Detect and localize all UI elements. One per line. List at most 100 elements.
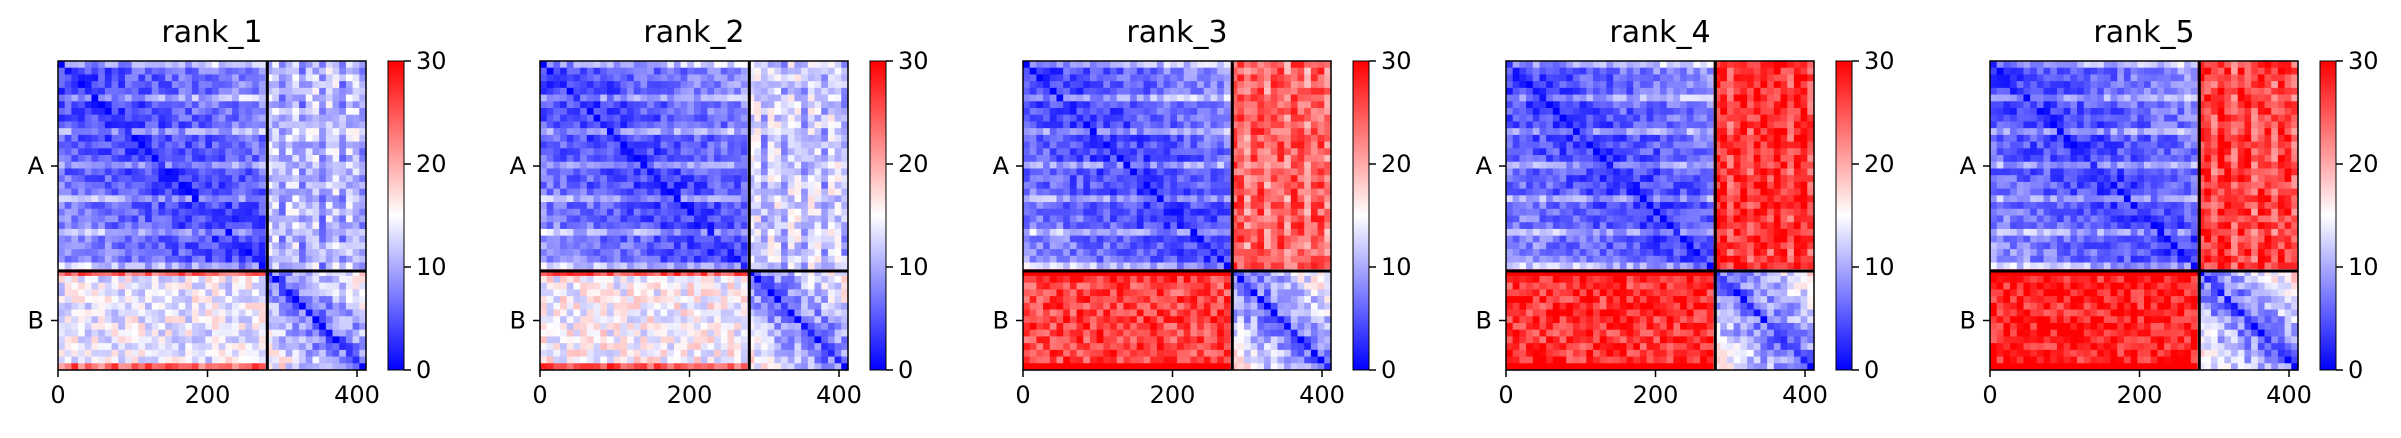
heatmap-cell xyxy=(1290,114,1299,123)
heatmap-cell xyxy=(747,316,755,324)
heatmap-cell xyxy=(586,87,595,96)
heatmap-cell xyxy=(265,94,273,102)
heatmap-cell xyxy=(714,262,722,270)
heatmap-cell xyxy=(64,108,72,116)
heatmap-cell xyxy=(834,269,842,277)
heatmap-cell xyxy=(734,356,742,364)
heatmap-cell xyxy=(653,349,662,358)
heatmap-cell xyxy=(118,94,126,102)
heatmap-cell xyxy=(158,296,166,304)
heatmap-cell xyxy=(305,81,314,89)
heatmap-cell xyxy=(720,134,729,143)
heatmap-cell xyxy=(606,282,615,290)
heatmap-cell xyxy=(781,114,789,123)
heatmap-cell xyxy=(1310,61,1319,69)
heatmap-cell xyxy=(1069,121,1078,129)
heatmap-cell xyxy=(580,148,588,156)
heatmap-cell xyxy=(734,108,742,116)
heatmap-cell xyxy=(714,141,722,149)
heatmap-cell xyxy=(794,181,802,190)
heatmap-cell xyxy=(760,222,769,230)
heatmap-cell xyxy=(325,181,334,190)
heatmap-cell xyxy=(740,336,749,344)
heatmap-cell xyxy=(573,322,581,331)
heatmap-cell xyxy=(593,363,601,371)
heatmap-cell xyxy=(720,208,729,217)
heatmap-cell xyxy=(580,141,588,149)
heatmap-cell xyxy=(600,289,608,297)
heatmap-cell xyxy=(325,195,334,203)
heatmap-cell xyxy=(740,316,749,324)
heatmap-cell xyxy=(613,349,621,358)
heatmap-cell xyxy=(627,343,635,351)
heatmap-cell xyxy=(1264,134,1272,143)
heatmap-cell xyxy=(225,235,233,243)
heatmap-cell xyxy=(727,363,735,371)
heatmap-cell xyxy=(165,289,173,297)
heatmap-cell xyxy=(339,195,347,203)
heatmap-cell xyxy=(165,356,173,364)
heatmap-cell xyxy=(1237,61,1245,69)
heatmap-cell xyxy=(325,74,334,82)
heatmap-cell xyxy=(345,188,354,196)
heatmap-cell xyxy=(345,282,354,290)
heatmap-cells xyxy=(1023,61,1332,371)
heatmap-cell xyxy=(124,302,133,311)
heatmap-cell xyxy=(774,343,782,351)
heatmap-cell xyxy=(727,101,735,109)
heatmap-cell xyxy=(165,302,173,311)
heatmap-cell xyxy=(540,175,548,183)
heatmap-cell xyxy=(774,316,782,324)
heatmap-cell xyxy=(834,356,842,364)
heatmap-cell xyxy=(158,134,166,143)
heatmap-cell xyxy=(633,228,642,237)
heatmap-cell xyxy=(138,228,146,237)
heatmap-cell xyxy=(553,235,561,243)
heatmap-cell xyxy=(781,67,789,76)
heatmap-cell xyxy=(205,74,213,82)
heatmap-cell xyxy=(124,108,133,116)
heatmap-cell xyxy=(124,67,133,76)
heatmap-cell xyxy=(151,222,160,230)
heatmap-cell xyxy=(278,168,287,176)
heatmap-cell xyxy=(78,61,86,69)
heatmap-cell xyxy=(727,202,735,210)
heatmap-cell xyxy=(218,235,226,243)
heatmap-cell xyxy=(64,195,72,203)
heatmap-cell xyxy=(613,195,621,203)
heatmap-cell xyxy=(91,215,99,223)
heatmap-cell xyxy=(225,128,233,136)
heatmap-cell xyxy=(841,175,849,183)
heatmap-cell xyxy=(1210,134,1218,143)
heatmap-cell xyxy=(111,316,119,324)
heatmap-cell xyxy=(91,161,99,170)
heatmap-cell xyxy=(185,81,193,89)
heatmap-cell xyxy=(606,322,615,331)
heatmap-cell xyxy=(627,336,635,344)
heatmap-cell xyxy=(1170,94,1178,102)
heatmap-cell xyxy=(171,235,180,243)
heatmap-cell xyxy=(586,329,595,338)
heatmap-cell xyxy=(1243,81,1252,89)
heatmap-cell xyxy=(1257,94,1265,102)
heatmap-cell xyxy=(546,222,554,230)
heatmap-cell xyxy=(841,128,849,136)
heatmap-cell xyxy=(580,249,588,257)
heatmap-cell xyxy=(1197,87,1205,96)
heatmap-cell xyxy=(131,134,139,143)
heatmap-cell xyxy=(1143,155,1151,163)
heatmap-cell xyxy=(151,175,160,183)
heatmap-cell xyxy=(91,289,99,297)
heatmap-cell xyxy=(707,81,715,89)
heatmap-cell xyxy=(145,141,153,149)
heatmap-cell xyxy=(1203,94,1212,102)
heatmap-cell xyxy=(1230,148,1238,156)
heatmap-cell xyxy=(359,309,367,317)
heatmap-cell xyxy=(727,181,735,190)
heatmap-cell xyxy=(198,343,206,351)
heatmap-cell xyxy=(258,322,267,331)
heatmap-cell xyxy=(64,94,72,102)
heatmap-cell xyxy=(580,309,588,317)
heatmap-cell xyxy=(1056,87,1064,96)
heatmap-cell xyxy=(627,161,635,170)
